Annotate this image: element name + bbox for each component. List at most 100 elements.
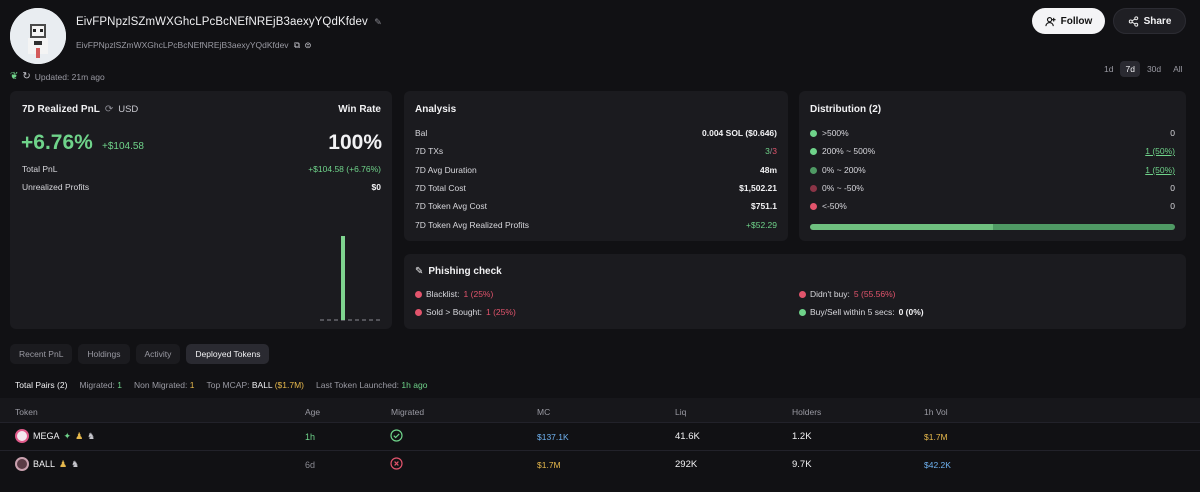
txs-sells: 3 [772,146,777,156]
histogram-bar [341,236,345,320]
vol-value: $42.2K [924,460,951,470]
top-mcap-label: Top MCAP: [206,380,250,390]
col-migrated[interactable]: Migrated [391,407,425,417]
avg-profit-value: +$52.29 [746,220,777,230]
didnt-buy-chip [799,290,806,298]
unrealized-label: Unrealized Profits [22,182,90,192]
hook-icon: ✎ [415,266,424,277]
total-cost-value: $1,502.21 [739,183,777,193]
people-icon: ♟ [59,458,68,469]
wallet-name-text: EivFPNpzlSZmWXGhcLPcBcNEfNREjB3aexyYQdKf… [76,16,368,28]
non-migrated-value: 1 [189,380,195,390]
dist-label: 0% ~ 200% [822,165,866,175]
total-pnl-value: +$104.58 (+6.76%) [308,164,381,174]
txs-value: 3/3 [765,146,777,156]
liq-value: 41.6K [675,431,700,442]
liq-value: 292K [675,459,698,470]
col-holders[interactable]: Holders [792,407,822,417]
section-tabs: Recent PnL Holdings Activity Deployed To… [10,344,270,364]
follow-label: Follow [1060,15,1093,27]
period-selector: 1d 7d 30d All [1099,61,1188,77]
refresh-icon[interactable]: ↻ [22,71,31,82]
currency-label[interactable]: USD [118,104,139,115]
mc-value: $137.1K [537,432,569,442]
blacklist-label: Blacklist: [426,289,460,299]
avg-duration-value: 48m [759,165,777,175]
sold-bought-value: 1 (25%) [486,307,516,317]
wallet-address-text: EivFPNpzlSZmWXGhcLPcBcNEfNREjB3aexyYQdKf… [76,40,289,50]
txs-label: 7D TXs [415,146,444,156]
buysell-chip [799,308,806,316]
token-avatar [15,429,29,443]
pnl-percent: +6.76% [21,131,93,154]
migrated-check-icon [390,429,403,444]
table-row[interactable] [0,422,1200,450]
didnt-buy-value: 5 (55.56%) [853,289,896,299]
total-cost-label: 7D Total Cost [415,183,466,193]
share-button[interactable]: Share [1113,8,1186,34]
copy-icon[interactable]: ⧉ [293,40,301,50]
sold-bought-chip [415,308,422,316]
pnl-title: 7D Realized PnL [22,104,100,115]
col-liq[interactable]: Liq [675,407,687,417]
migrated-label: Migrated: [79,380,115,390]
winrate-label: Win Rate [338,104,381,115]
non-migrated-label: Non Migrated: [133,380,188,390]
wallet-name: EivFPNpzlSZmWXGhcLPcBcNEfNREjB3aexyYQdKf… [76,16,382,28]
edit-icon[interactable]: ✎ [374,17,382,27]
not-migrated-icon [390,457,403,472]
dev-icon: ♞ [71,458,80,469]
col-1h-vol[interactable]: 1h Vol [924,407,948,417]
bal-label: Bal [415,128,428,138]
token-cell[interactable]: BALL ♟ ♞ [15,457,79,471]
total-pnl-label: Total PnL [22,164,58,174]
leaf-icon: ❦ [10,71,19,82]
tab-holdings[interactable]: Holdings [78,344,130,364]
table-row[interactable] [0,450,1200,478]
dist-label: >500% [822,128,849,138]
top-mcap-token: BALL [251,380,273,390]
unrealized-value: $0 [371,182,381,192]
col-age[interactable]: Age [305,407,321,417]
token-name: MEGA [33,431,60,441]
pnl-histogram [320,236,382,321]
dist-value: 0 [1170,183,1175,193]
share-icon [1128,15,1138,27]
last-launch-value: 1h ago [401,380,428,390]
follow-button[interactable]: Follow [1032,8,1105,34]
distribution-title: Distribution (2) [810,104,882,115]
holders-value: 9.7K [792,459,812,470]
analysis-card: Analysis Bal 0.004 SOL ($0.646) 7D TXs 3… [404,91,788,241]
tab-recent-pnl[interactable]: Recent PnL [10,344,73,364]
col-token[interactable]: Token [15,407,38,417]
pairs-summary: Total Pairs (2) Migrated: 1 Non Migrated… [15,380,427,390]
dist-value[interactable]: 1 (50%) [1145,165,1175,175]
tab-activity[interactable]: Activity [135,344,181,364]
dist-value: 0 [1170,128,1175,138]
bal-value: 0.004 SOL ($0.646) [702,128,777,138]
period-7d[interactable]: 7d [1120,61,1140,77]
explorer-icon[interactable]: ⊜ [304,40,312,50]
winrate-value: 100% [328,131,382,154]
distribution-card: Distribution (2) >500% 0 200% ~ 500% 1 (… [799,91,1186,241]
currency-toggle-icon[interactable]: ⟳ [104,104,114,115]
txs-buys: 3 [765,146,770,156]
period-30d[interactable]: 30d [1146,64,1162,74]
tab-deployed-tokens[interactable]: Deployed Tokens [186,344,270,364]
sold-bought-label: Sold > Bought: [426,307,483,317]
avg-duration-label: 7D Avg Duration [415,165,477,175]
people-icon: ♟ [75,430,84,441]
phishing-title: Phishing check [428,266,502,277]
col-mc[interactable]: MC [537,407,551,417]
top-mcap-value: ($1.7M) [274,380,305,390]
dist-value: 0 [1170,201,1175,211]
period-1d[interactable]: 1d [1104,64,1114,74]
period-all[interactable]: All [1173,64,1183,74]
token-name: BALL [33,459,56,469]
avg-profit-label: 7D Token Avg Realized Profits [415,220,530,230]
dist-label: <-50% [822,201,847,211]
analysis-title: Analysis [415,104,457,115]
token-cell[interactable]: MEGA ✦ ♟ ♞ [15,429,95,443]
dist-value[interactable]: 1 (50%) [1145,146,1175,156]
dist-chip-200-500 [810,147,817,155]
